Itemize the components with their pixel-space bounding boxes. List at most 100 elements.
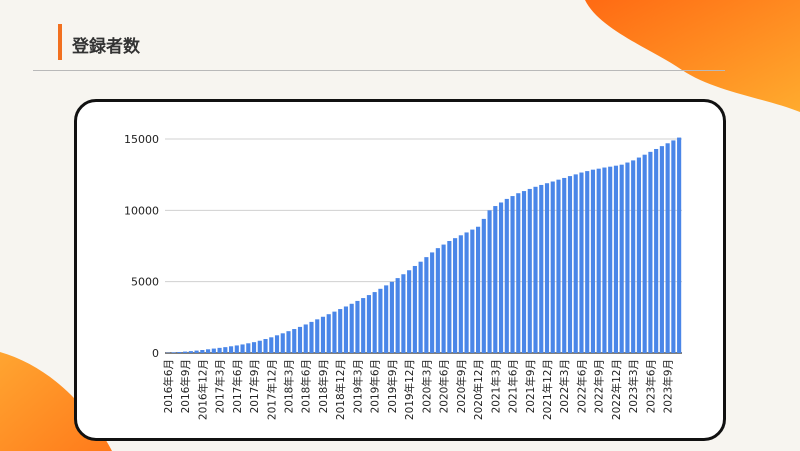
- bar: 2018年1月: 1240: [274, 335, 280, 353]
- bar: 2016年9月: 100: [183, 351, 188, 353]
- bar: 2016年8月: 70: [177, 352, 182, 353]
- x-tick-label: 2022年9月: [593, 359, 606, 413]
- bar: 2021年6月: 11000: [510, 196, 515, 353]
- bar: 2021年4月: 10550: [498, 202, 504, 353]
- x-tick-label: 2018年12月: [334, 359, 347, 420]
- bar: 2019年1月: 3260: [343, 306, 349, 353]
- bar: 2021年8月: 11350: [521, 191, 527, 353]
- y-tick-label: 0: [152, 347, 159, 360]
- bar: 2021年1月: 9400: [481, 218, 486, 353]
- bar: 2020年1月: 6100: [412, 265, 417, 353]
- bar: 2021年5月: 10800: [504, 198, 509, 353]
- bar: 2017年6月: 530: [234, 345, 239, 353]
- bar: 2021年11月: 11780: [539, 184, 544, 353]
- bar: 2023年1月: 13200: [619, 164, 624, 353]
- bar: 2019年3月: 3650: [355, 300, 360, 353]
- bar: 2021年2月: 10000: [487, 210, 492, 353]
- bar: 2018年9月: 2540: [320, 316, 326, 353]
- header-divider: [33, 70, 725, 71]
- bar: 2020年8月: 8050: [453, 238, 458, 353]
- title-accent-bar: [58, 24, 62, 60]
- bar: 2022年10月: 13000: [602, 167, 607, 353]
- bar: 2023年6月: 14100: [648, 151, 653, 353]
- bar: 2020年9月: 8250: [458, 235, 463, 353]
- bar: 2022年6月: 12650: [579, 172, 584, 353]
- bar: 2017年7月: 600: [240, 344, 245, 353]
- bar: 2017年2月: 310: [211, 348, 216, 353]
- bar: 2020年7月: 7850: [447, 241, 452, 353]
- bar: 2021年7月: 11200: [516, 193, 521, 353]
- y-tick-label: 5000: [131, 276, 159, 289]
- bar: 2018年5月: 1830: [297, 326, 303, 353]
- bar: 2018年8月: 2360: [315, 319, 320, 353]
- x-tick-label: 2020年6月: [438, 359, 451, 413]
- bar: 2021年10月: 11650: [533, 186, 538, 353]
- x-tick-label: 2016年12月: [196, 359, 209, 420]
- x-tick-label: 2018年3月: [283, 359, 296, 413]
- bar: 2018年2月: 1380: [280, 333, 285, 353]
- x-tick-label: 2021年6月: [507, 359, 520, 413]
- x-tick-label: 2021年3月: [489, 359, 502, 413]
- x-tick-label: 2017年6月: [231, 359, 244, 413]
- bar: 2023年8月: 14500: [659, 146, 664, 353]
- bar: 2023年10月: 14900: [671, 140, 676, 353]
- bar: 2018年12月: 3080: [338, 309, 343, 353]
- x-tick-label: 2022年6月: [575, 359, 588, 413]
- bar: 2016年7月: 45: [171, 352, 176, 353]
- bar: 2016年12月: 210: [200, 350, 205, 353]
- x-tick-label: 2016年6月: [162, 359, 175, 413]
- bar: 2021年12月: 11900: [544, 183, 550, 353]
- bar: 2016年10月: 130: [188, 351, 193, 353]
- bar: 2020年10月: 8450: [464, 232, 469, 353]
- bar: 2020年3月: 6720: [424, 257, 429, 353]
- bar: 2022年3月: 12270: [562, 177, 567, 353]
- bar: 2019年2月: 3450: [349, 303, 354, 353]
- y-tick-label: 10000: [124, 204, 159, 217]
- x-tick-label: 2018年9月: [317, 359, 330, 413]
- page-title: 登録者数: [72, 37, 140, 57]
- x-tick-label: 2017年9月: [248, 359, 261, 413]
- bar: 2019年8月: 4740: [384, 285, 389, 353]
- bar: 2022年2月: 12150: [556, 179, 561, 353]
- y-tick-label: 15000: [124, 133, 159, 146]
- bar: 2017年3月: 360: [217, 347, 222, 353]
- x-tick-label: 2019年12月: [403, 359, 416, 420]
- bar: 2017年11月: 980: [263, 339, 268, 353]
- bar: 2019年4月: 3850: [361, 298, 366, 353]
- bar: 2019年10月: 5250: [395, 278, 400, 353]
- bar: 2018年6月: 2000: [303, 324, 308, 353]
- bar: 2023年2月: 13350: [625, 162, 630, 353]
- bar: 2020年2月: 6400: [418, 261, 423, 353]
- bar: 2017年10月: 860: [257, 340, 262, 353]
- bar: 2020年12月: 8850: [476, 226, 481, 353]
- bar: 2019年9月: 4990: [389, 281, 394, 353]
- bar: 2022年5月: 12520: [573, 174, 578, 353]
- bar: 2017年5月: 470: [228, 346, 234, 353]
- x-tick-label: 2021年9月: [524, 359, 537, 413]
- bar: 2023年4月: 13700: [636, 157, 641, 353]
- x-tick-label: 2017年12月: [265, 359, 278, 420]
- bar: 2023年11月: 15100: [677, 137, 682, 353]
- x-tick-label: 2020年12月: [472, 359, 485, 420]
- bar: 2023年5月: 13900: [642, 154, 647, 353]
- bar: 2021年9月: 11500: [527, 188, 532, 353]
- bar: 2018年7月: 2180: [309, 321, 314, 353]
- bar: 2022年1月: 12020: [550, 181, 555, 353]
- x-tick-label: 2023年3月: [627, 359, 640, 413]
- bar: 2018年10月: 2720: [326, 314, 331, 353]
- bar: 2019年12月: 5800: [407, 270, 412, 353]
- bar: 2019年5月: 4060: [366, 295, 371, 353]
- bar: 2018年3月: 1530: [286, 331, 291, 353]
- x-tick-label: 2017年3月: [214, 359, 227, 413]
- x-tick-label: 2023年6月: [644, 359, 657, 413]
- x-tick-label: 2022年3月: [558, 359, 571, 413]
- x-tick-label: 2019年9月: [386, 359, 399, 413]
- x-tick-label: 2021年12月: [541, 359, 554, 420]
- bar: 2018年11月: 2900: [332, 311, 337, 353]
- bar: 2020年6月: 7600: [441, 244, 446, 353]
- bar: 2022年9月: 12920: [596, 168, 601, 353]
- bar: 2023年3月: 13500: [631, 160, 636, 353]
- bar: 2022年7月: 12750: [585, 171, 590, 353]
